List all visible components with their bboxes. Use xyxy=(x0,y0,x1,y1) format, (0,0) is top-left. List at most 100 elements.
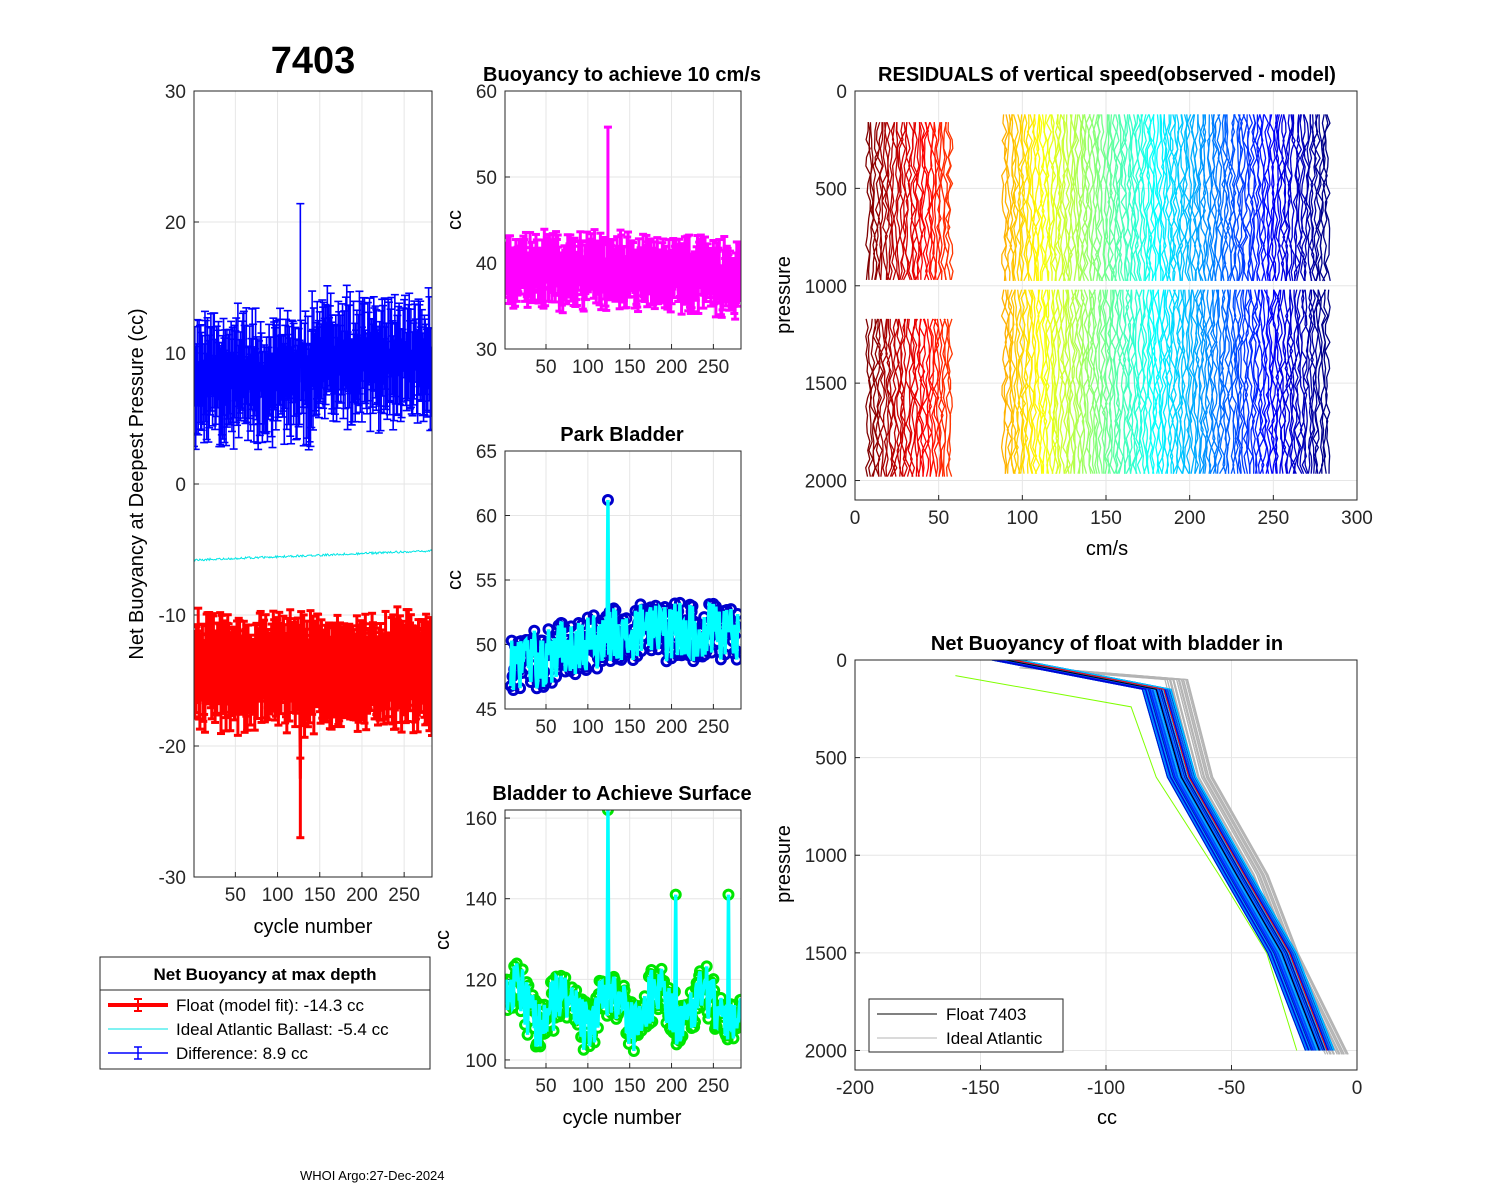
profile-line xyxy=(912,122,919,281)
profile-line xyxy=(1277,114,1284,281)
profile-line xyxy=(1118,289,1125,474)
profile-line xyxy=(1085,114,1092,281)
profile-line xyxy=(1024,289,1031,474)
profile-line xyxy=(1134,114,1141,282)
profile-line xyxy=(1296,114,1303,282)
profile-line xyxy=(900,122,907,281)
profile-line xyxy=(865,318,872,477)
x-tick-label: -100 xyxy=(1087,1078,1125,1099)
y-tick-label: 100 xyxy=(465,1051,497,1072)
profile-line xyxy=(1235,289,1242,474)
profile-line xyxy=(921,318,928,477)
x-tick-label: 50 xyxy=(225,885,246,906)
chart-title: Bladder to Achieve Surface xyxy=(492,783,751,805)
profile-line xyxy=(1000,289,1008,474)
profile-line xyxy=(1261,289,1268,474)
profile-line xyxy=(1092,114,1100,281)
profile-line xyxy=(1172,289,1179,474)
legend-entry: Ideal Atlantic xyxy=(946,1029,1043,1048)
profile-line xyxy=(1129,289,1137,474)
profile-line xyxy=(916,122,924,280)
profile-line xyxy=(1214,114,1221,281)
y-tick-label: -10 xyxy=(159,606,186,627)
y-tick-label: 160 xyxy=(465,809,497,830)
profile-line xyxy=(1172,114,1179,281)
profile-line xyxy=(886,121,893,281)
profile-line xyxy=(1258,289,1266,474)
profile-line xyxy=(1031,289,1038,474)
legend-profile: Float 7403 Ideal Atlantic xyxy=(868,998,1064,1053)
legend-entry: Ideal Atlantic Ballast: -5.4 cc xyxy=(176,1020,389,1039)
profile-line xyxy=(1321,114,1329,282)
series-line xyxy=(505,810,741,1052)
profile-line xyxy=(896,122,902,280)
profile-line xyxy=(1239,289,1246,474)
profile-line xyxy=(1242,289,1249,474)
profile-line xyxy=(1074,114,1080,281)
profile-line xyxy=(1125,289,1132,474)
x-tick-label: 100 xyxy=(572,1076,604,1097)
profile-line xyxy=(1121,289,1127,474)
chart-title: Net Buoyancy of float with bladder in xyxy=(931,633,1283,655)
profile-line xyxy=(1012,114,1020,281)
legend-entry: Float (model fit): -14.3 cc xyxy=(176,996,365,1015)
y-tick-label: 40 xyxy=(476,254,497,275)
profile-line xyxy=(1303,289,1310,474)
profile-line xyxy=(1307,289,1315,474)
axes-frame xyxy=(854,90,1358,501)
profile-line xyxy=(1293,114,1301,281)
x-tick-label: 200 xyxy=(656,717,688,738)
series-surface-bladder xyxy=(505,810,741,1058)
profile-line xyxy=(1148,114,1156,281)
x-tick-label: 200 xyxy=(656,1076,688,1097)
x-tick-label: 150 xyxy=(614,1076,646,1097)
profile-line xyxy=(1223,289,1230,474)
profile-line xyxy=(1048,289,1055,474)
x-tick-label: 100 xyxy=(572,357,604,378)
profile-line xyxy=(904,122,911,281)
profile-line xyxy=(942,318,949,477)
profile-line xyxy=(1099,289,1106,474)
float-7403-profile xyxy=(1005,660,1320,1051)
profile-line xyxy=(1139,114,1146,281)
profile-line xyxy=(1099,114,1106,282)
profile-line xyxy=(1218,289,1226,475)
profile-line xyxy=(1289,114,1296,282)
float-profile xyxy=(991,660,1307,1051)
axes-net_buoyancy: 50 100 150 200 250 -30 -20 -10 0 10 20 30 xyxy=(159,82,432,906)
profile-line xyxy=(1314,289,1322,474)
y-tick-label: 50 xyxy=(476,168,497,189)
profile-line xyxy=(1010,289,1017,474)
y-tick-label: 500 xyxy=(815,749,847,770)
profile-line xyxy=(1207,114,1214,281)
profile-line xyxy=(1233,114,1240,281)
profile-line xyxy=(1176,289,1184,475)
y-tick-label: -20 xyxy=(159,737,186,758)
legend-swatch-difference xyxy=(108,1046,168,1060)
profile-line xyxy=(914,122,921,281)
profile-line xyxy=(933,318,940,477)
profile-line xyxy=(1067,114,1073,281)
legend-main: Net Buoyancy at max depth Float (model f… xyxy=(99,956,431,1070)
x-tick-label: 250 xyxy=(698,1076,730,1097)
minimum-profile xyxy=(955,675,1298,1051)
axes-frame xyxy=(854,659,1358,1071)
profile-line xyxy=(876,318,884,477)
profile-line xyxy=(1045,289,1051,474)
y-tick-label: 0 xyxy=(175,475,186,496)
profile-line xyxy=(1022,114,1029,282)
float-profile xyxy=(1019,660,1334,1051)
profile-line xyxy=(1127,289,1134,474)
y-axis-label: cc xyxy=(444,210,466,230)
profile-line xyxy=(1108,114,1115,282)
profile-line xyxy=(1289,289,1296,474)
profile-line xyxy=(1287,114,1294,282)
y-tick-label: 60 xyxy=(476,507,497,528)
profile-line xyxy=(1303,114,1310,281)
x-tick-label: 250 xyxy=(698,357,730,378)
profile-line xyxy=(1267,289,1275,474)
series-float-model-fit- xyxy=(194,605,432,840)
profile-line xyxy=(1045,114,1052,281)
profile-line xyxy=(944,122,952,281)
